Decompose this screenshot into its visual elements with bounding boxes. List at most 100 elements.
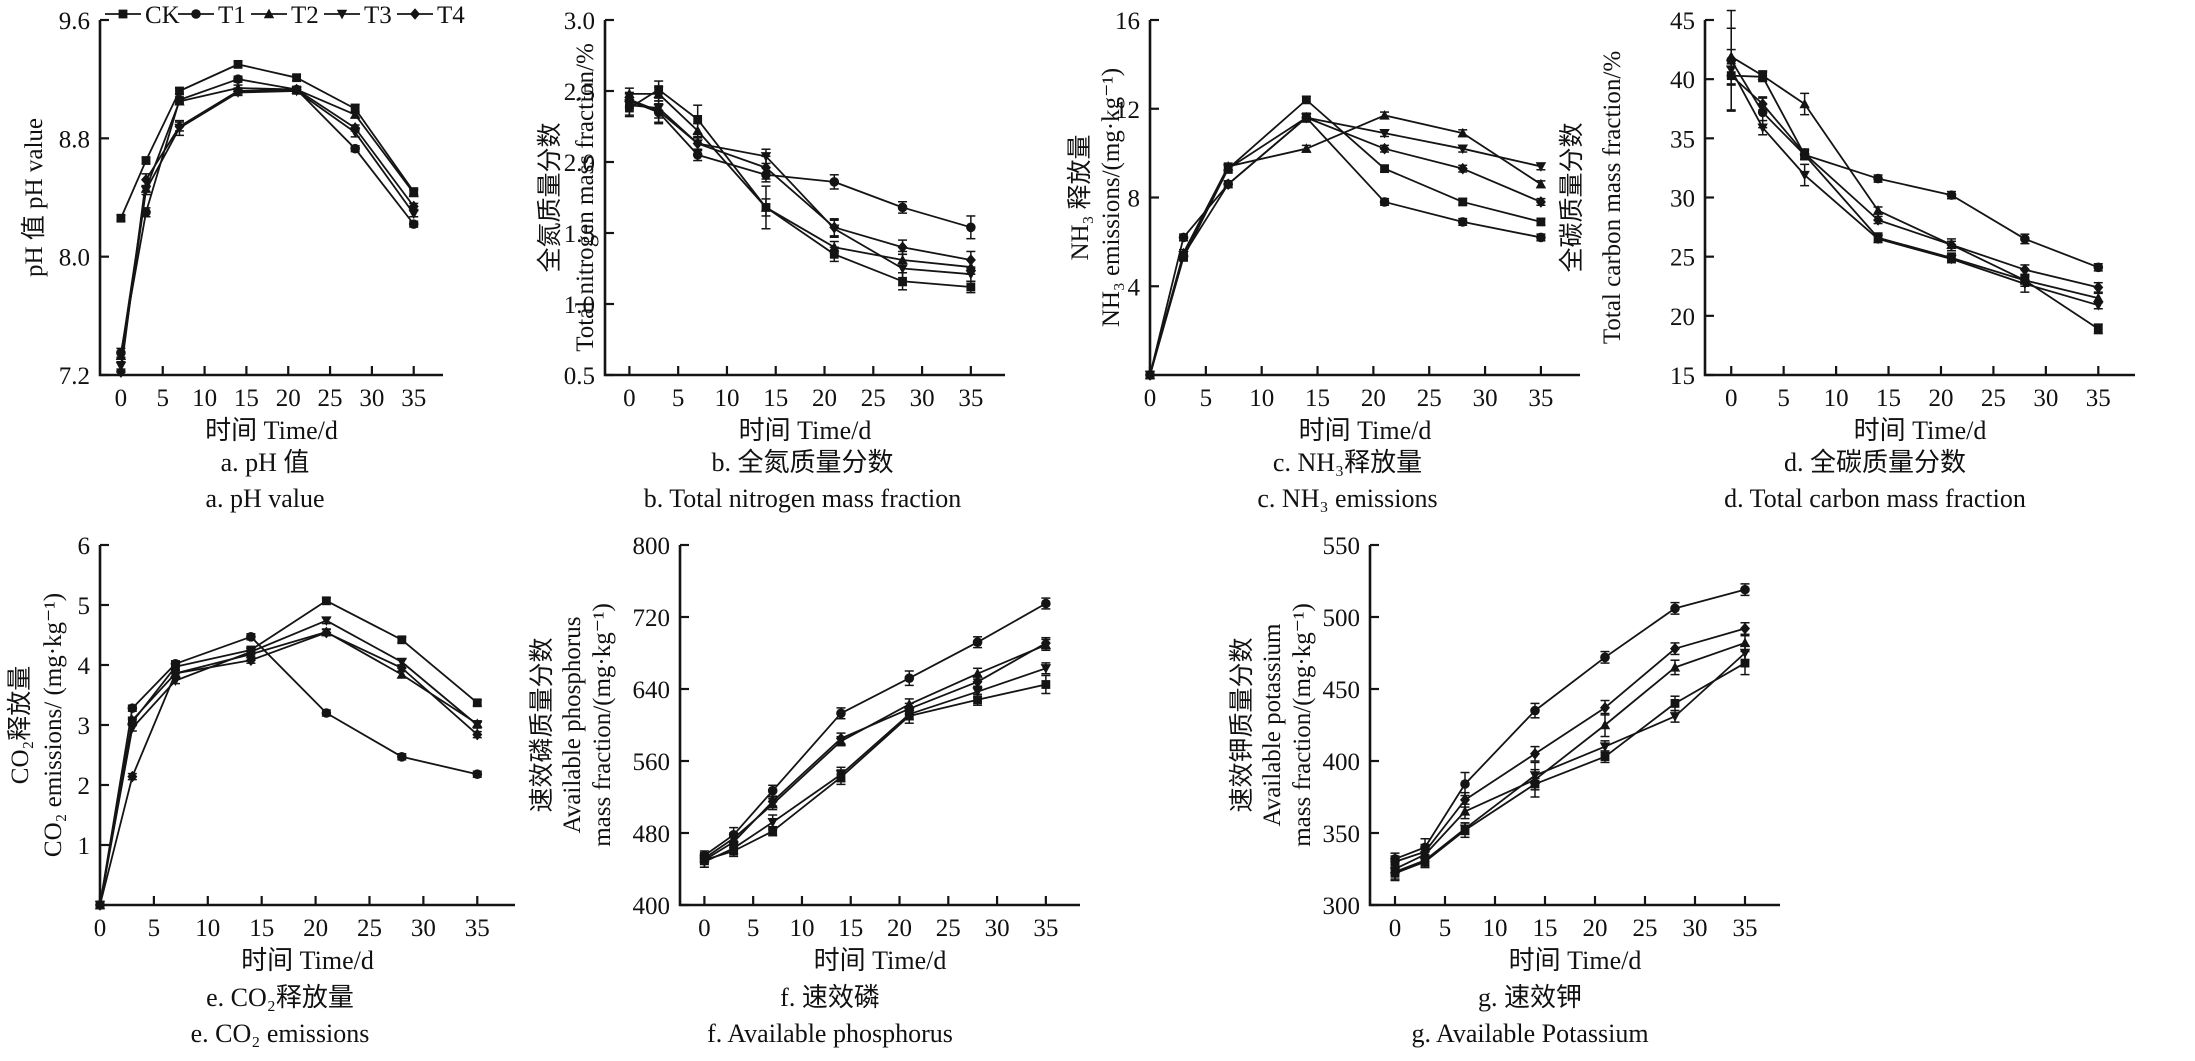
legend-label-CK: CK [145,2,180,29]
chart-d-svg: 15 20 25 30 35 40 45 0 5 10 15 20 25 30 35 时间 Time/d 全碳质… [1558,8,2135,445]
legend: CK T1 T2 T3 T4 [105,2,465,29]
svg-text:25: 25 [357,915,382,942]
chart-d-series-T1 [1726,9,2104,273]
chart-g-ylabel-line: Available potassium [1259,623,1286,827]
svg-text:30: 30 [985,915,1010,942]
chart-f-caption-en: f. Available phosphorus [707,1018,953,1048]
chart-e-ylabel-line: CO₂ emissions/ (mg·kg⁻¹) [40,593,67,857]
chart-a-caption: a. pH 值 a. pH value [0,445,530,517]
chart-f-ylabel-line: 速效磷质量分数 [528,637,556,812]
chart-b-ylabel-line: 全氮质量分数 [536,122,564,272]
chart-g-series-T3 [1389,645,1751,880]
chart-f-series-CK [699,674,1051,868]
chart-g-xlabel: 时间 Time/d [1509,946,1642,975]
chart-c-svg: 4 8 12 16 0 5 10 15 20 25 30 35 时间 Time/d NH₃ 释放量 NH₃ … [1066,8,1580,445]
svg-text:25: 25 [318,385,343,412]
chart-c-ylabel-line: NH₃ emissions/(mg·kg⁻¹) [1098,68,1125,327]
svg-text:35: 35 [1733,915,1758,942]
svg-text:0.5: 0.5 [564,363,595,390]
chart-f-ylabel-line: Available phosphorus [559,617,586,834]
chart-d-series-CK [1726,65,2103,335]
chart-d-caption-en: d. Total carbon mass fraction [1724,483,2026,513]
chart-b-xlabel: 时间 Time/d [739,416,872,445]
chart-e-caption-en: e. CO₂ emissions [190,1018,370,1048]
chart-b-ylabel-line: Total nitrogen mass fraction/% [572,43,599,352]
chart-e-series-T2 [94,626,483,910]
svg-text:30: 30 [1683,915,1708,942]
chart-b-caption-zh: b. 全氮质量分数 [711,448,894,477]
svg-text:500: 500 [1323,605,1361,632]
svg-text:3: 3 [78,713,91,740]
svg-text:15: 15 [234,385,259,412]
chart-g-ylabel-line: mass fraction/(mg·kg⁻¹) [1289,603,1316,847]
chart-c-series-T2 [1144,110,1547,380]
chart-d-axes: 15 20 25 30 35 40 45 0 5 10 15 20 25 30 35 [1670,8,2135,412]
svg-text:0: 0 [1725,385,1738,412]
chart-g-svg: 300 350 400 450 500 550 0 5 10 15 20 25 30 35 时间 Time/… [1228,533,1780,975]
chart-f-series-T3 [699,662,1052,868]
chart-f-axes: 400 480 560 640 720 800 0 5 10 15 20 25 30 35 [633,533,1080,942]
legend-label-T4: T4 [437,2,465,29]
chart-a-caption-en: a. pH value [205,483,325,513]
chart-g-caption-zh: g. 速效钾 [1477,983,1582,1012]
legend-label-T1: T1 [218,2,246,29]
chart-a: 7.2 8.0 8.8 9.6 0 5 10 15 20 25 30 35 时间 Time/d pH 值 … [0,0,530,517]
chart-c-plot: 4 8 12 16 0 5 10 15 20 25 30 35 时间 Time/d NH₃ 释放量 NH₃ … [1066,0,1625,445]
svg-text:480: 480 [633,821,671,848]
svg-text:12: 12 [1115,97,1140,124]
chart-c-series-T1 [1145,112,1546,380]
svg-text:5: 5 [1439,915,1452,942]
svg-text:5: 5 [1200,385,1213,412]
svg-text:15: 15 [249,915,274,942]
chart-d-series-T2 [1726,48,2104,304]
chart-f-xlabel: 时间 Time/d [814,946,947,975]
svg-text:7.2: 7.2 [59,363,90,390]
svg-text:5: 5 [78,593,91,620]
chart-b-plot: 0.5 1.0 1.5 2.0 2.5 3.0 0 5 10 15 20 25 30 35 时间 Time/… [530,0,1075,445]
chart-e-ylabel-line: CO₂释放量 [6,666,34,784]
svg-text:25: 25 [936,915,961,942]
svg-text:560: 560 [633,749,671,776]
svg-text:15: 15 [1533,915,1558,942]
svg-text:550: 550 [1323,533,1361,560]
chart-c-axes: 4 8 12 16 0 5 10 15 20 25 30 35 [1115,8,1580,412]
svg-text:25: 25 [861,385,886,412]
svg-text:5: 5 [148,915,161,942]
svg-text:20: 20 [1583,915,1608,942]
svg-text:16: 16 [1115,8,1140,35]
chart-b-series-T1 [624,93,976,240]
svg-text:20: 20 [1361,385,1386,412]
chart-e-caption: e. CO₂释放量 e. CO₂ emissions [0,980,560,1052]
chart-b-caption-en: b. Total nitrogen mass fraction [643,483,962,513]
svg-text:350: 350 [1323,821,1361,848]
svg-text:15: 15 [763,385,788,412]
svg-text:0: 0 [115,385,128,412]
svg-text:35: 35 [1033,915,1058,942]
svg-text:5: 5 [1777,385,1790,412]
chart-c: 4 8 12 16 0 5 10 15 20 25 30 35 时间 Time/d NH₃ 释放量 NH₃ … [1066,0,1625,517]
chart-a-caption-zh: a. pH 值 [220,448,310,477]
svg-text:720: 720 [633,605,671,632]
chart-d-ylabel-line: 全碳质量分数 [1558,122,1586,272]
chart-e-plot: 1 2 3 4 5 6 0 5 10 15 20 25 30 35 时间 Time/d CO₂释放量 CO₂ e… [0,500,560,980]
chart-a-series-T1 [116,74,419,358]
chart-a-xlabel: 时间 Time/d [205,416,338,445]
svg-text:2: 2 [78,773,91,800]
chart-d-ylabel-line: Total carbon mass fraction/% [1599,51,1626,344]
chart-b-svg: 0.5 1.0 1.5 2.0 2.5 3.0 0 5 10 15 20 25 30 35 时间 Time/… [536,8,1005,445]
chart-f: 400 480 560 640 720 800 0 5 10 15 20 25 30 35 时间 Time/… [528,500,1120,1052]
chart-c-series-CK [1145,95,1546,380]
chart-e-xlabel: 时间 Time/d [241,946,374,975]
svg-text:30: 30 [411,915,436,942]
chart-d-plot: 15 20 25 30 35 40 45 0 5 10 15 20 25 30 35 时间 Time/d 全碳质… [1555,0,2195,445]
svg-text:1.5: 1.5 [564,221,595,248]
chart-c-series-T3 [1144,113,1547,381]
chart-f-series-T4 [699,636,1051,866]
svg-text:5: 5 [672,385,685,412]
chart-g-series-T4 [1390,622,1750,869]
svg-text:1: 1 [78,833,91,860]
chart-d-caption-zh: d. 全碳质量分数 [1783,448,1966,477]
chart-d: 15 20 25 30 35 40 45 0 5 10 15 20 25 30 35 时间 Time/d 全碳质… [1555,0,2195,517]
chart-b-axes: 0.5 1.0 1.5 2.0 2.5 3.0 0 5 10 15 20 25 30 35 [564,8,1005,412]
chart-f-series-T2 [699,638,1052,864]
